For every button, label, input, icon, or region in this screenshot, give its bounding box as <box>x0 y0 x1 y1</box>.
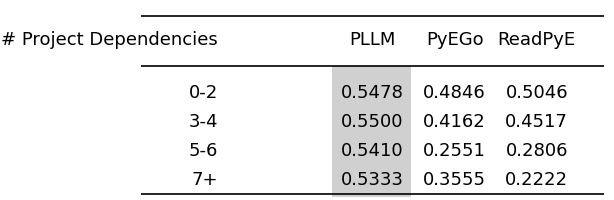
Text: 3-4: 3-4 <box>188 113 218 131</box>
Text: 0.5046: 0.5046 <box>505 84 568 102</box>
Text: 7+: 7+ <box>192 171 218 189</box>
Text: 0.2806: 0.2806 <box>505 142 568 160</box>
Text: 0.5410: 0.5410 <box>341 142 404 160</box>
Bar <box>332 66 411 197</box>
Text: 5-6: 5-6 <box>188 142 218 160</box>
Text: ReadPyE: ReadPyE <box>498 31 576 49</box>
Text: 0.5478: 0.5478 <box>341 84 404 102</box>
Text: 0.4517: 0.4517 <box>505 113 568 131</box>
Text: 0.4846: 0.4846 <box>423 84 486 102</box>
Text: PyEGo: PyEGo <box>426 31 483 49</box>
Text: # Project Dependencies: # Project Dependencies <box>1 31 218 49</box>
Text: 0.3555: 0.3555 <box>423 171 486 189</box>
Text: 0.2222: 0.2222 <box>505 171 568 189</box>
Text: PLLM: PLLM <box>349 31 396 49</box>
Text: 0.2551: 0.2551 <box>423 142 486 160</box>
Text: 0.5333: 0.5333 <box>341 171 404 189</box>
Text: 0-2: 0-2 <box>188 84 218 102</box>
Text: 0.4162: 0.4162 <box>423 113 486 131</box>
Text: 0.5500: 0.5500 <box>341 113 404 131</box>
